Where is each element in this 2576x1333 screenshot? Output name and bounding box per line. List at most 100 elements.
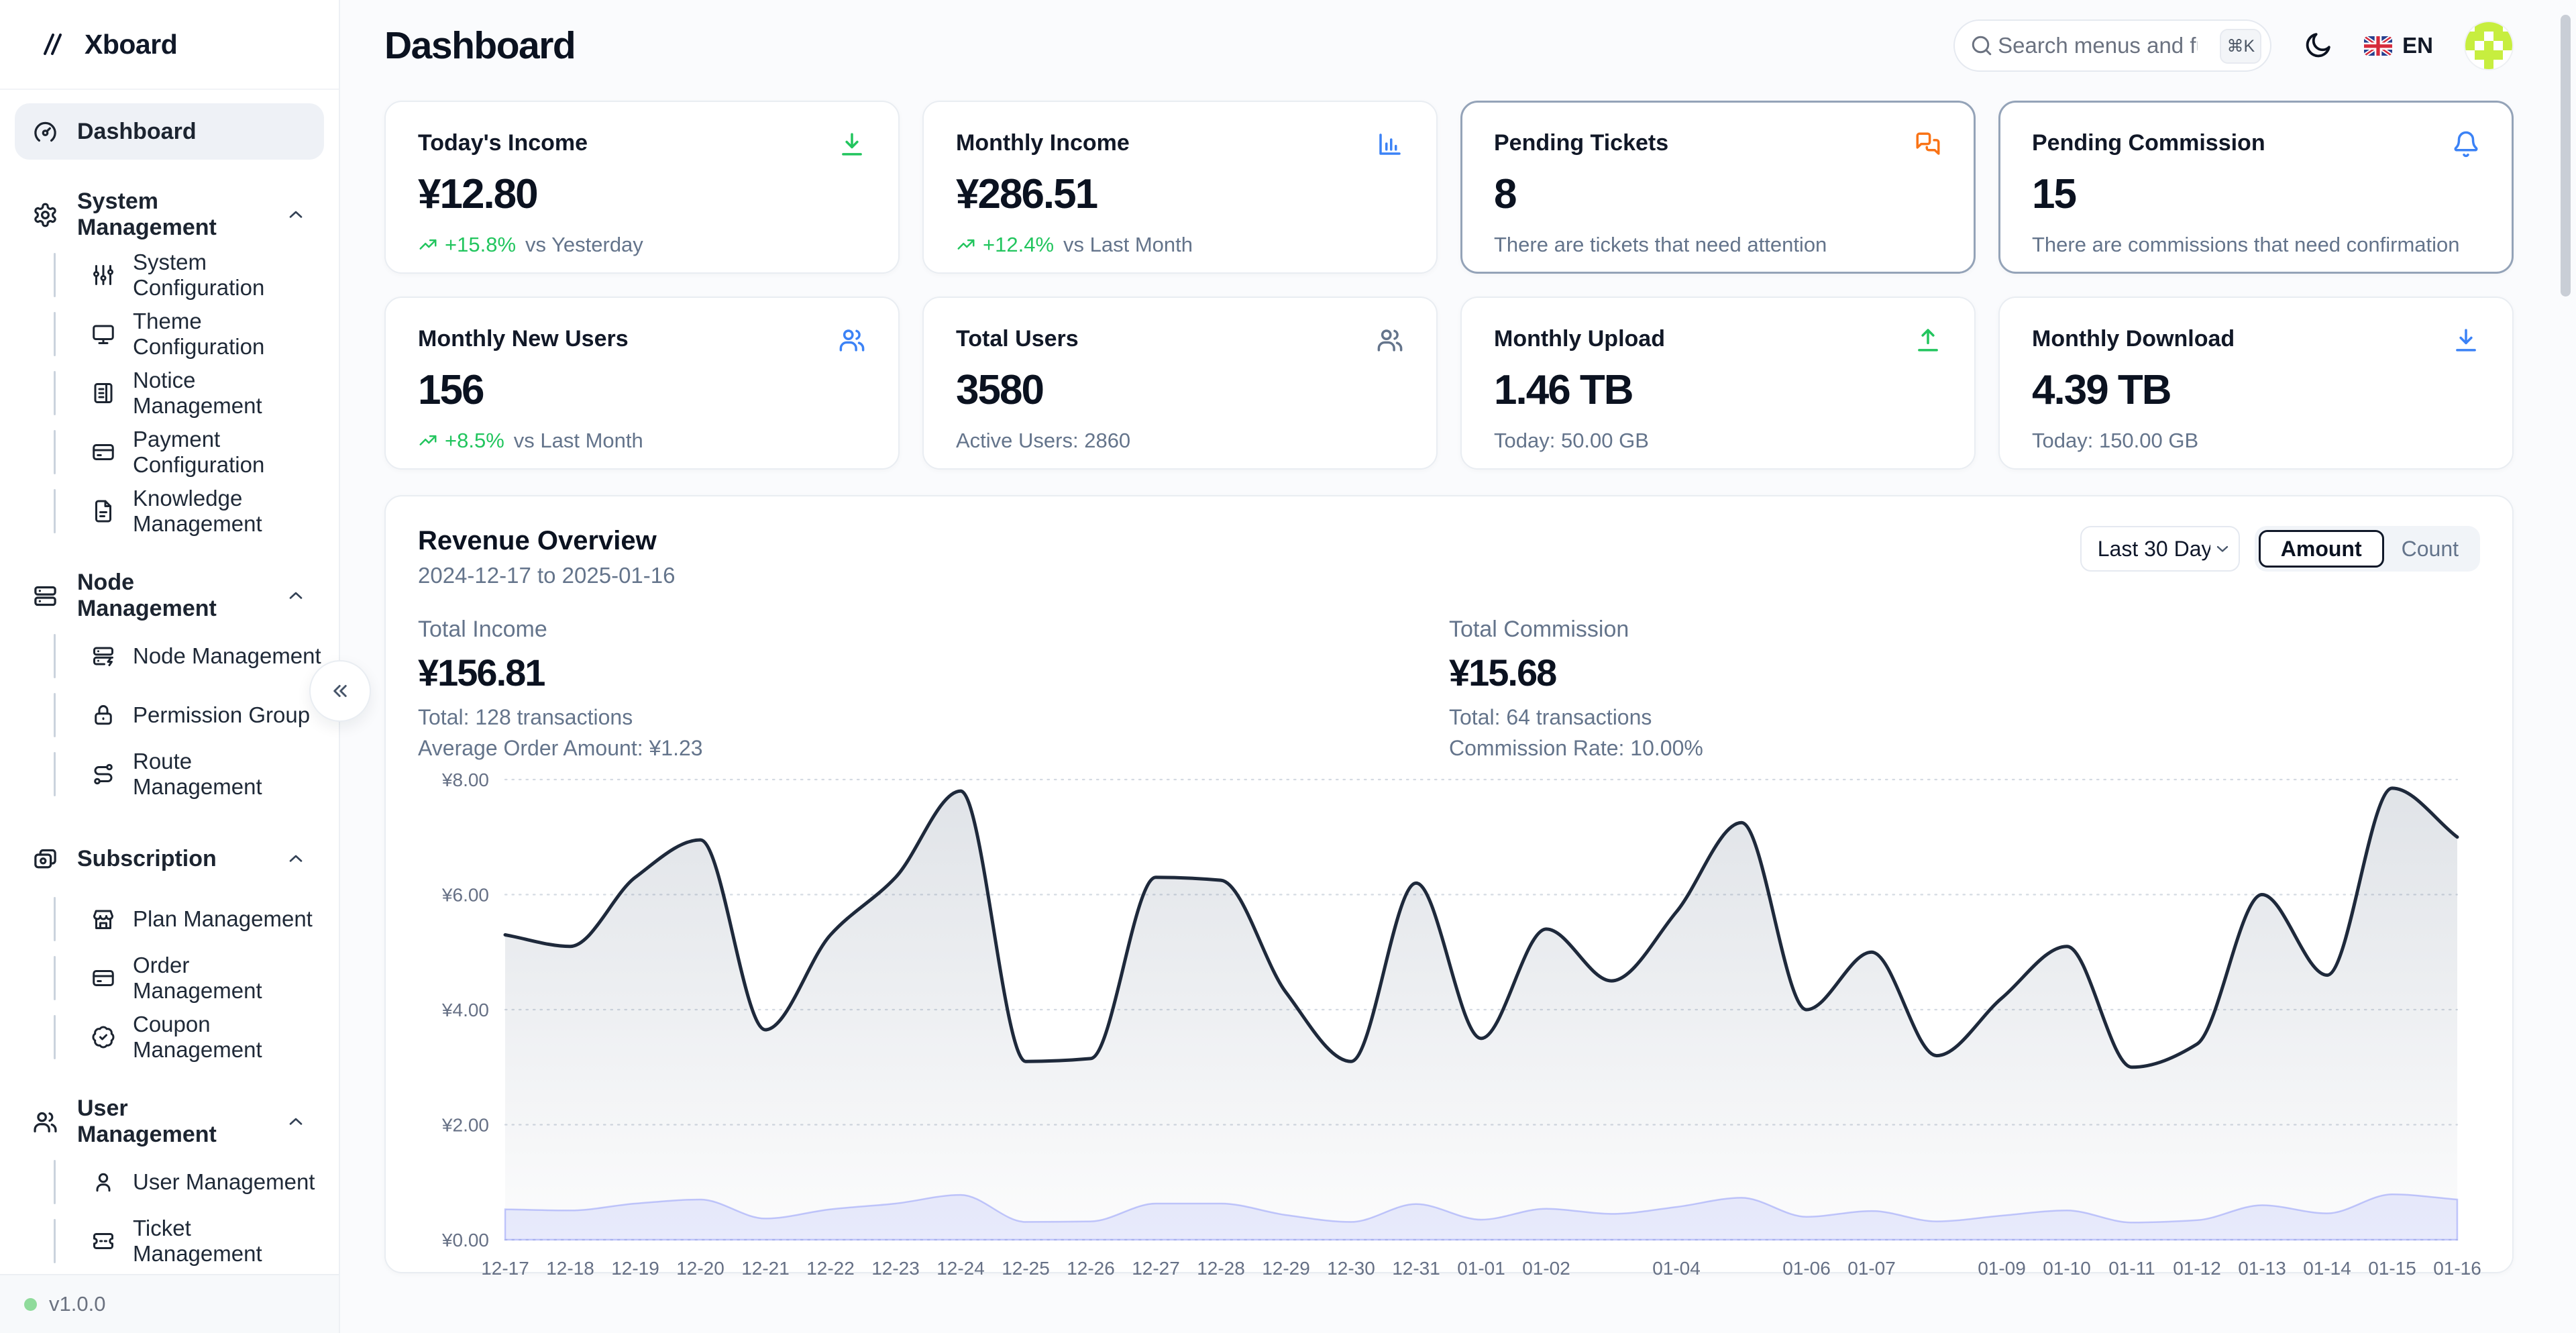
file-text-icon (91, 499, 115, 523)
wallet-cards-icon (32, 846, 58, 872)
sidebar-item-permission-group[interactable]: Permission Group (15, 686, 324, 745)
amount-count-toggle: Amount Count (2254, 526, 2480, 572)
sidebar-group-header-system-management[interactable]: System Management (15, 186, 324, 243)
x-tick-label: 12-22 (806, 1258, 855, 1279)
app-name: Xboard (85, 28, 178, 60)
language-selector[interactable]: EN (2364, 33, 2433, 58)
total-income-value: ¥156.81 (418, 651, 545, 694)
revenue-title: Revenue Overview (418, 526, 657, 555)
y-tick-label: ¥8.00 (441, 769, 489, 790)
stat-title: Monthly Download (2032, 326, 2235, 352)
sidebar-group-children: User Management Ticket Management (15, 1150, 324, 1271)
stat-sub: There are commissions that need confirma… (2032, 233, 2480, 257)
stat-sub: +15.8% vs Yesterday (418, 233, 866, 257)
sidebar-item-system-configuration[interactable]: System Configuration (15, 246, 324, 305)
stat-value: ¥286.51 (956, 171, 1098, 217)
sidebar-item-coupon-management[interactable]: Coupon Management (15, 1008, 324, 1067)
store-icon (91, 907, 115, 931)
stat-sub: +8.5% vs Last Month (418, 429, 866, 453)
x-tick-label: 12-17 (481, 1258, 529, 1279)
credit-card-icon (91, 966, 115, 990)
income-line (503, 786, 2459, 1069)
x-tick-label: 01-02 (1522, 1258, 1570, 1279)
server-icon (32, 583, 58, 609)
sidebar-item-label: Dashboard (77, 118, 197, 144)
sidebar-group-header-user-management[interactable]: User Management (15, 1094, 324, 1150)
lock-icon (91, 703, 115, 727)
date-range-select[interactable]: Last 30 Days (2080, 526, 2240, 572)
double-slash-icon (36, 28, 68, 60)
sidebar-item-route-management[interactable]: Route Management (15, 745, 324, 804)
topbar: Dashboard ⌘K (384, 17, 2514, 74)
chevron-down-icon (2213, 539, 2232, 558)
sliders-icon (91, 263, 115, 287)
download-icon (2452, 326, 2480, 354)
scrollbar-thumb[interactable] (2561, 15, 2571, 297)
theme-toggle-button[interactable] (2302, 30, 2333, 61)
x-tick-label: 12-27 (1132, 1258, 1180, 1279)
sidebar-group-system-management: System Management System Configuration The… (15, 186, 324, 541)
stat-value: 1.46 TB (1494, 367, 1634, 413)
income-area (505, 788, 2457, 1240)
stat-title: Total Users (956, 326, 1079, 352)
bar-chart-icon (1376, 130, 1404, 158)
newspaper-icon (91, 381, 115, 405)
sidebar-nav: Dashboard System Management System Configu… (0, 90, 339, 1271)
search-box[interactable]: ⌘K (1953, 19, 2272, 72)
sidebar-item-node-management[interactable]: Node Management (15, 627, 324, 686)
x-tick-label: 12-29 (1262, 1258, 1310, 1279)
card-pending-tickets[interactable]: Pending Tickets 8 There are tickets that n… (1460, 101, 1976, 274)
sidebar-group-label: System Management (77, 189, 217, 240)
stat-sub: Active Users: 2860 (956, 429, 1404, 453)
search-input[interactable] (1998, 33, 2198, 58)
sidebar-item-payment-configuration[interactable]: Payment Configuration (15, 423, 324, 482)
x-tick-label: 01-13 (2238, 1258, 2286, 1279)
sidebar-group-subscription: Subscription Plan Management Order Managem… (15, 831, 324, 1067)
x-tick-label: 12-26 (1067, 1258, 1115, 1279)
count-tab[interactable]: Count (2384, 537, 2476, 562)
page-title: Dashboard (384, 24, 576, 67)
language-label: EN (2402, 33, 2433, 58)
trend-value: +12.4% (956, 233, 1054, 257)
sidebar-group-header-subscription[interactable]: Subscription (15, 831, 324, 887)
app-version: v1.0.0 (49, 1292, 106, 1316)
stat-sub-text: vs Last Month (513, 429, 643, 452)
sidebar-item-label: Ticket Management (133, 1216, 262, 1266)
sidebar-item-notice-management[interactable]: Notice Management (15, 364, 324, 423)
sidebar-group-children: Node Management Permission Group Route Man… (15, 624, 324, 804)
card-monthly-income: Monthly Income ¥286.51 +12.4% vs Last Month (922, 101, 1438, 274)
x-tick-label: 01-10 (2043, 1258, 2091, 1279)
download-icon (838, 130, 866, 158)
sidebar-item-theme-configuration[interactable]: Theme Configuration (15, 305, 324, 364)
sidebar-item-dashboard[interactable]: Dashboard (15, 103, 324, 160)
sidebar-collapse-button[interactable] (309, 660, 371, 722)
identicon (2465, 22, 2512, 69)
chevron-up-icon (285, 585, 307, 606)
stat-value: 4.39 TB (2032, 367, 2172, 413)
sidebar-item-order-management[interactable]: Order Management (15, 949, 324, 1008)
sidebar-item-user-management[interactable]: User Management (15, 1153, 324, 1212)
stat-value: 156 (418, 367, 484, 413)
stat-value: 8 (1494, 171, 1517, 217)
sidebar-group-label: Node Management (77, 570, 217, 621)
trending-up-icon (418, 431, 438, 451)
avatar[interactable] (2464, 21, 2514, 70)
sidebar-item-plan-management[interactable]: Plan Management (15, 890, 324, 949)
sidebar-item-label: Plan Management (133, 906, 313, 931)
sidebar-item-label: Order Management (133, 953, 262, 1003)
stat-title: Pending Commission (2032, 130, 2265, 156)
amount-tab[interactable]: Amount (2258, 530, 2384, 568)
upload-icon (1914, 326, 1942, 354)
sidebar-group-header-node-management[interactable]: Node Management (15, 568, 324, 624)
sidebar-item-ticket-management[interactable]: Ticket Management (15, 1212, 324, 1271)
total-commission-block: Total Commission ¥15.68 Total: 64 transa… (1449, 617, 2480, 761)
x-tick-label: 01-12 (2173, 1258, 2221, 1279)
x-tick-label: 01-09 (1978, 1258, 2026, 1279)
card-pending-commission[interactable]: Pending Commission 15 There are commission… (1998, 101, 2514, 274)
y-tick-label: ¥6.00 (441, 885, 489, 906)
stat-sub-text: There are commissions that need confirma… (2032, 233, 2460, 256)
total-income-label: Total Income (418, 617, 547, 642)
stat-sub: There are tickets that need attention (1494, 233, 1942, 257)
sidebar-item-label: User Management (133, 1169, 315, 1194)
sidebar-item-knowledge-management[interactable]: Knowledge Management (15, 482, 324, 541)
